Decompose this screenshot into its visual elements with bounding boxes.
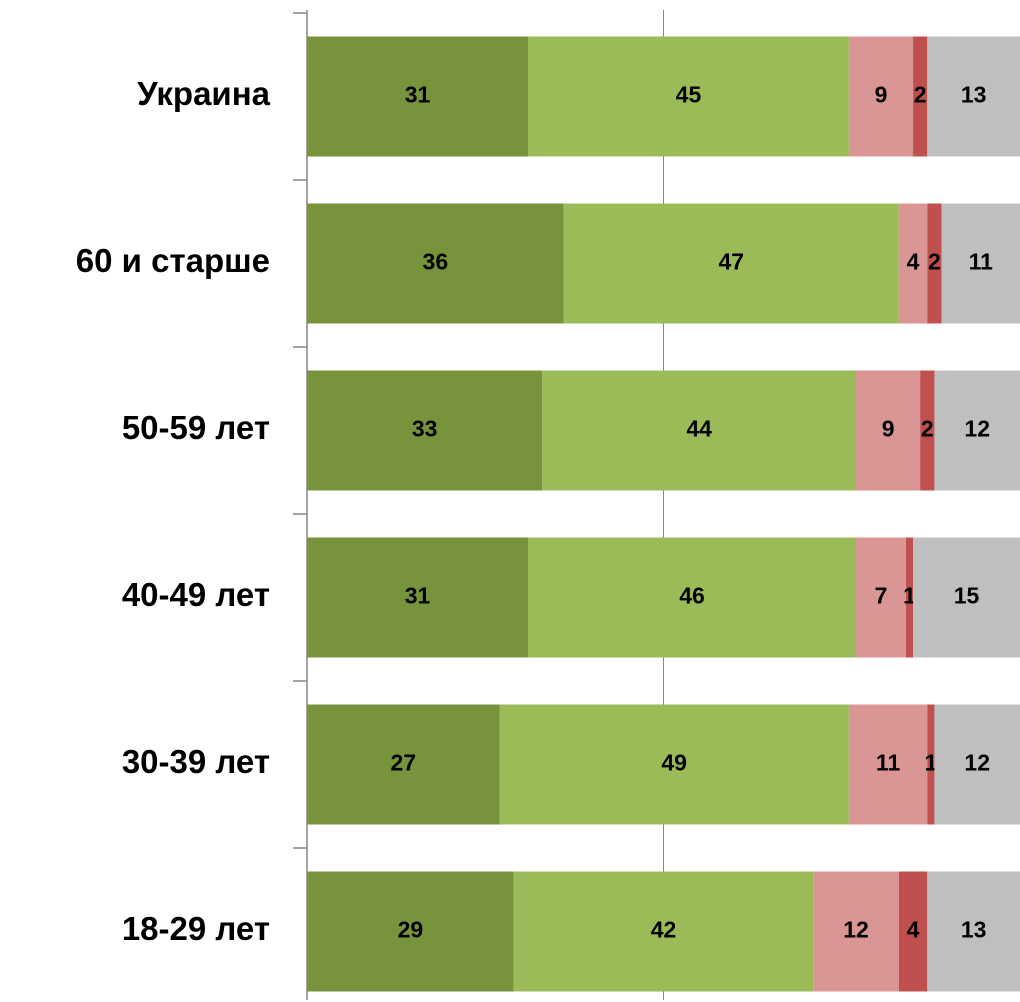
category-label: Украина <box>137 75 271 112</box>
data-label: 47 <box>718 249 744 275</box>
bar-segment <box>307 203 564 324</box>
bar-segment <box>927 203 942 324</box>
category-label: 60 и старше <box>76 242 270 279</box>
data-label: 29 <box>398 917 424 943</box>
data-label: 4 <box>907 249 920 275</box>
data-label: 12 <box>843 917 869 943</box>
data-label: 12 <box>964 750 990 776</box>
bar-segment <box>307 871 514 992</box>
data-label: 45 <box>676 82 702 108</box>
data-label: 13 <box>961 82 987 108</box>
bar-segment <box>563 203 899 324</box>
bar-segment <box>542 370 857 491</box>
category-label: 40-49 лет <box>122 576 270 613</box>
bar-segment <box>307 537 529 658</box>
data-label: 42 <box>651 917 677 943</box>
bar-segment <box>528 36 849 157</box>
bar-segment <box>528 537 857 658</box>
data-label: 27 <box>390 750 416 776</box>
data-label: 33 <box>412 416 438 442</box>
bar-segment <box>941 203 1020 324</box>
data-label: 1 <box>903 583 916 609</box>
bar-segment <box>898 203 928 324</box>
data-label: 44 <box>686 416 712 442</box>
data-label: 11 <box>876 750 901 776</box>
bar-segment <box>813 871 899 992</box>
data-label: 1 <box>924 750 937 776</box>
bar-segment <box>848 704 928 825</box>
category-label: 50-59 лет <box>122 409 270 446</box>
bar-segment <box>513 871 814 992</box>
data-label: 2 <box>921 416 934 442</box>
bar-segment <box>927 871 1020 992</box>
category-label: 18-29 лет <box>122 910 270 947</box>
data-label: 9 <box>875 82 888 108</box>
bar-segment <box>913 537 1020 658</box>
bar-segment <box>307 704 500 825</box>
bar-segment <box>927 704 935 825</box>
category-label: 30-39 лет <box>122 743 270 780</box>
bar-segment <box>307 36 529 157</box>
data-label: 46 <box>679 583 705 609</box>
bar-segment <box>307 370 543 491</box>
bar-segment <box>898 871 928 992</box>
bar-segment <box>934 370 1020 491</box>
bar-segment <box>927 36 1020 157</box>
data-label: 13 <box>961 917 987 943</box>
data-label: 31 <box>405 82 431 108</box>
data-label: 4 <box>907 917 920 943</box>
data-label: 9 <box>882 416 895 442</box>
bar-segment <box>848 36 914 157</box>
bar-segment <box>856 537 906 658</box>
data-label: 49 <box>661 750 687 776</box>
data-label: 12 <box>964 416 990 442</box>
bar-segment <box>905 537 914 658</box>
data-label: 2 <box>928 249 941 275</box>
data-label: 36 <box>423 249 449 275</box>
data-label: 11 <box>969 249 994 275</box>
data-label: 2 <box>914 82 927 108</box>
bar-segment <box>499 704 849 825</box>
bar-segment <box>934 704 1020 825</box>
bar-segment <box>913 36 928 157</box>
data-label: 7 <box>875 583 888 609</box>
data-label: 31 <box>405 583 431 609</box>
data-label: 15 <box>954 583 980 609</box>
bar-segment <box>856 370 921 491</box>
bar-segment <box>920 370 935 491</box>
